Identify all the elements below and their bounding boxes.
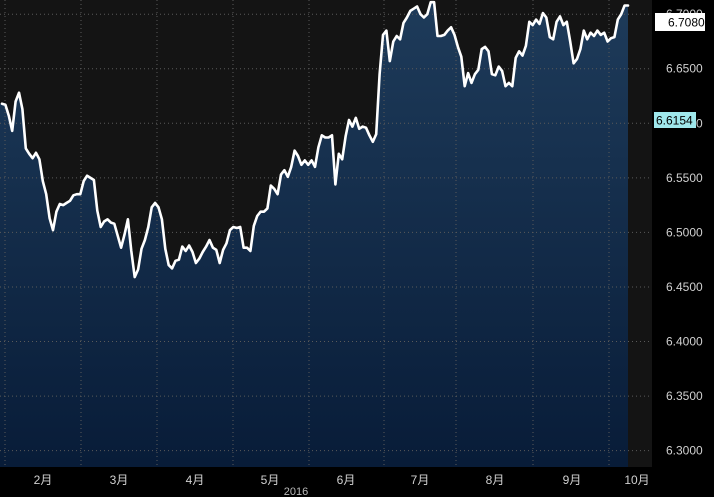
y-axis: 6.70006.65006.60006.55006.50006.45006.40… — [666, 7, 703, 457]
reference-value-tag: 6.6154 — [654, 112, 696, 128]
x-tick-label: 3月 — [110, 473, 129, 487]
reference-value-text: 6.6154 — [656, 114, 693, 128]
y-tick-label: 6.4000 — [666, 335, 703, 349]
gridlines — [0, 0, 652, 467]
x-tick-label: 10月 — [624, 473, 649, 487]
x-tick-label: 4月 — [186, 473, 205, 487]
x-tick-label: 9月 — [563, 473, 582, 487]
reference-value-tag-bg — [654, 112, 696, 128]
year-label: 2016 — [284, 486, 308, 497]
last-value-tag: 6.7080 — [655, 13, 705, 31]
y-tick-label: 6.6500 — [666, 62, 703, 76]
series-area — [0, 2, 628, 467]
x-tick-label: 5月 — [261, 473, 280, 487]
x-tick-label: 6月 — [337, 473, 356, 487]
x-tick-label: 8月 — [486, 473, 505, 487]
y-tick-label: 6.3500 — [666, 389, 703, 403]
series-line — [0, 0, 630, 279]
last-value-text: 6.7080 — [668, 16, 705, 30]
y-tick-label: 6.4500 — [666, 280, 703, 294]
x-axis: 2月 3月 4月 5月 6月 7月 8月 9月 10月 — [34, 473, 650, 487]
y-tick-label: 6.5000 — [666, 225, 703, 239]
x-tick-label: 2月 — [34, 473, 53, 487]
y-tick-label: 6.5500 — [666, 171, 703, 185]
last-value-tag-bg — [655, 13, 705, 31]
x-tick-label: 7月 — [411, 473, 430, 487]
y-tick-label: 6.3000 — [666, 444, 703, 458]
